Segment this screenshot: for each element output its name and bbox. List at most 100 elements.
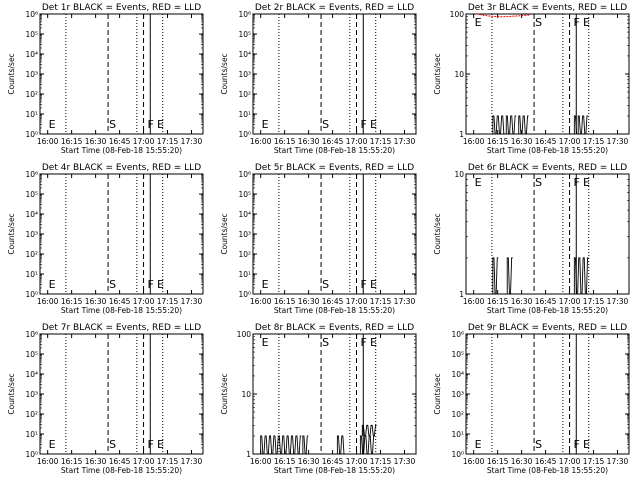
y-tick-label: 10³ (25, 70, 38, 79)
y-tick-label: 10² (238, 90, 251, 99)
plot-frame (252, 333, 417, 455)
marker-e: E (583, 438, 590, 451)
x-tick-label: 17:30 (394, 457, 416, 466)
x-tick-label: 17:30 (394, 137, 416, 146)
x-tick-label: 16:30 (511, 297, 533, 306)
y-tick-label: 10¹ (25, 110, 38, 119)
y-tick-label: 10³ (25, 230, 38, 239)
x-axis-label: Start Time (08-Feb-18 15:55:20) (61, 146, 182, 155)
x-tick-label: 16:15 (61, 297, 83, 306)
y-tick-label: 100 (450, 10, 465, 19)
y-tick-label: 10³ (238, 70, 251, 79)
marker-f: F (360, 278, 366, 291)
marker-e: E (49, 118, 56, 131)
marker-e: E (583, 16, 590, 29)
x-axis-label: Start Time (08-Feb-18 15:55:20) (61, 306, 182, 315)
marker-e: E (370, 336, 377, 349)
events-trace (492, 257, 499, 295)
x-tick-label: 17:15 (370, 297, 392, 306)
x-tick-label: 16:15 (487, 137, 509, 146)
marker-s: S (109, 438, 116, 451)
y-tick-label: 10⁶ (25, 330, 38, 339)
marker-s: S (322, 336, 329, 349)
plot-frame (465, 13, 630, 135)
x-axis-label: Start Time (08-Feb-18 15:55:20) (274, 306, 395, 315)
y-axis-label: Counts/sec (220, 373, 229, 414)
panel-det-7: Det 7r BLACK = Events, RED = LLD 10⁰ 10¹ 10… (7, 323, 204, 475)
events-trace (518, 115, 529, 135)
marker-e: E (157, 438, 164, 451)
events-trace (336, 435, 346, 455)
x-tick-label: 17:00 (133, 137, 155, 146)
x-tick-label: 16:00 (250, 297, 272, 306)
x-tick-label: 16:45 (109, 297, 131, 306)
y-tick-label: 10² (25, 250, 38, 259)
marker-s: S (322, 278, 329, 291)
y-tick-label: 100 (237, 330, 252, 339)
y-tick-label: 10⁰ (238, 130, 251, 139)
x-tick-label: 16:15 (274, 457, 296, 466)
y-tick-label: 10 (454, 170, 464, 179)
plot-frame (39, 13, 204, 135)
marker-f: F (147, 438, 153, 451)
x-tick-label: 16:00 (37, 457, 59, 466)
marker-e: E (370, 118, 377, 131)
x-tick-label: 17:15 (157, 297, 179, 306)
marker-f: F (573, 16, 579, 29)
x-tick-label: 16:15 (61, 137, 83, 146)
x-tick-label: 16:00 (37, 297, 59, 306)
y-tick-label: 10⁴ (25, 210, 38, 219)
panel-det-2: Det 2r BLACK = Events, RED = LLD 10⁰ 10¹ 10… (220, 3, 417, 155)
marker-f: F (147, 278, 153, 291)
x-axis-label: Start Time (08-Feb-18 15:55:20) (487, 306, 608, 315)
events-trace (359, 435, 375, 455)
y-tick-label: 10⁰ (238, 290, 251, 299)
y-axis-label: Counts/sec (7, 53, 16, 94)
x-tick-label: 16:00 (250, 137, 272, 146)
events-trace (573, 115, 578, 135)
marker-s: S (109, 118, 116, 131)
y-axis-label: Counts/sec (220, 53, 229, 94)
x-tick-label: 16:45 (109, 457, 131, 466)
panel-title: Det 7r BLACK = Events, RED = LLD (42, 323, 201, 333)
y-axis-label: Counts/sec (7, 213, 16, 254)
y-tick-label: 10¹ (238, 110, 251, 119)
x-tick-label: 17:00 (346, 457, 368, 466)
y-tick-label: 10⁴ (238, 210, 251, 219)
marker-e: E (475, 176, 482, 189)
y-tick-label: 10² (451, 410, 464, 419)
marker-e: E (157, 118, 164, 131)
marker-e: E (157, 278, 164, 291)
y-tick-label: 10⁴ (25, 50, 38, 59)
panel-det-8: Det 8r BLACK = Events, RED = LLD 1 10 100 16… (220, 323, 417, 475)
x-tick-label: 16:15 (61, 457, 83, 466)
x-tick-label: 17:00 (346, 297, 368, 306)
marker-s: S (109, 278, 116, 291)
y-tick-label: 10⁵ (238, 30, 251, 39)
x-tick-label: 17:00 (133, 297, 155, 306)
y-tick-label: 10⁴ (25, 370, 38, 379)
y-tick-label: 10⁰ (25, 450, 38, 459)
x-tick-label: 17:00 (133, 457, 155, 466)
y-tick-label: 10⁶ (25, 10, 38, 19)
x-tick-label: 16:30 (511, 457, 533, 466)
panel-title: Det 1r BLACK = Events, RED = LLD (42, 3, 201, 13)
y-tick-label: 10¹ (25, 430, 38, 439)
x-tick-label: 17:30 (181, 137, 203, 146)
y-axis-label: Counts/sec (220, 213, 229, 254)
marker-s: S (535, 176, 542, 189)
x-tick-label: 17:30 (607, 457, 629, 466)
y-axis-label: Counts/sec (7, 373, 16, 414)
y-tick-label: 10⁰ (25, 130, 38, 139)
plot-frame (465, 333, 630, 455)
marker-e: E (583, 176, 590, 189)
y-axis-label: Counts/sec (433, 53, 442, 94)
y-tick-label: 10⁶ (238, 10, 251, 19)
x-tick-label: 17:15 (157, 457, 179, 466)
x-tick-label: 16:30 (298, 457, 320, 466)
y-tick-label: 10⁵ (25, 30, 38, 39)
x-tick-label: 17:30 (607, 297, 629, 306)
x-tick-label: 16:45 (322, 457, 344, 466)
y-tick-label: 10³ (25, 390, 38, 399)
y-tick-label: 10⁵ (451, 350, 464, 359)
